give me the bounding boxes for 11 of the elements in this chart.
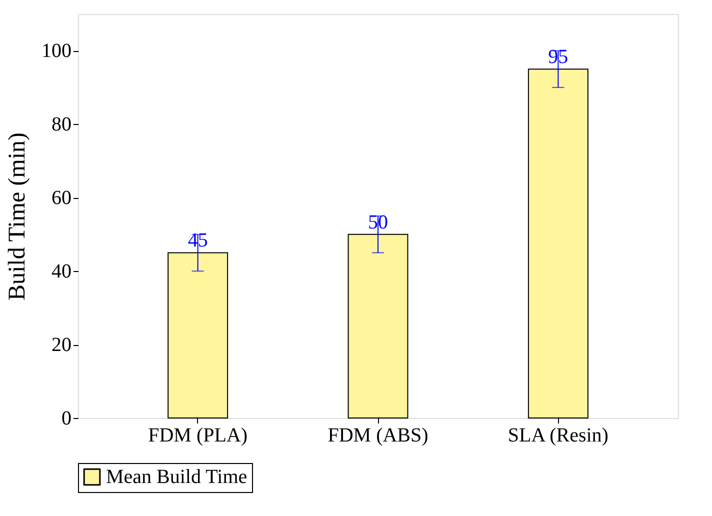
y-axis-title: Build Time (min)	[4, 132, 30, 301]
y-tick-label: 40	[52, 260, 72, 283]
y-tick-label: 100	[42, 40, 72, 62]
y-tick-label: 20	[52, 334, 72, 356]
y-tick-label: 60	[52, 187, 72, 210]
legend-label: Mean Build Time	[106, 466, 248, 488]
x-tick-label: FDM (ABS)	[328, 424, 428, 446]
x-tick-label: SLA (Resin)	[508, 424, 608, 446]
x-tick-label: FDM (PLA)	[148, 424, 248, 446]
y-tick-label: 80	[52, 114, 72, 136]
y-tick-label: 0	[62, 408, 72, 430]
